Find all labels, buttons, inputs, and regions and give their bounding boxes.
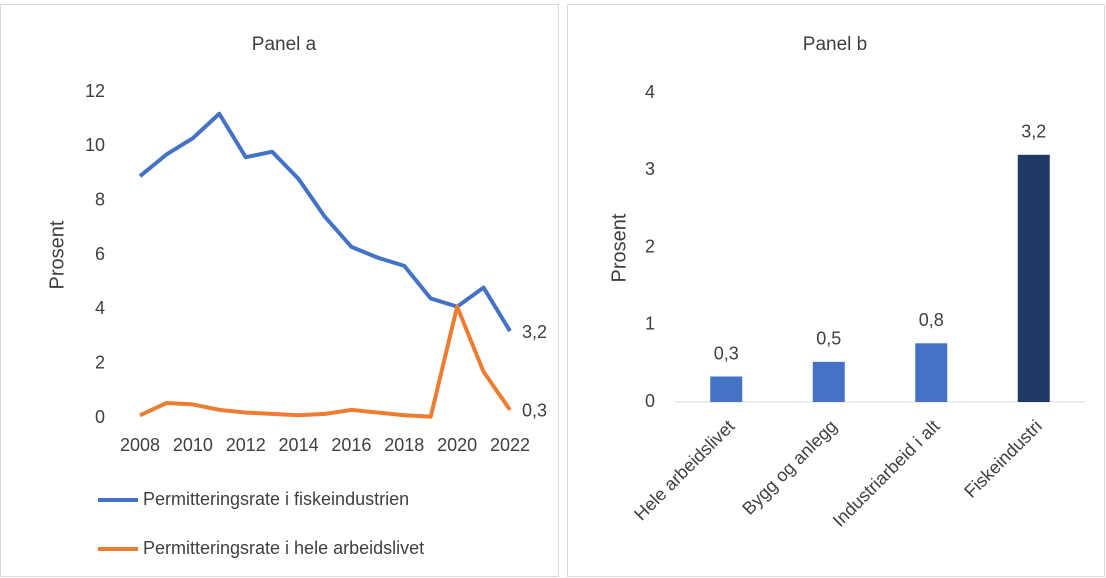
data-label: 0,3 xyxy=(714,343,739,363)
y-tick-label: 1 xyxy=(645,314,655,334)
y-tick-label: 4 xyxy=(95,298,105,318)
x-tick-label: 2014 xyxy=(279,435,319,455)
bar xyxy=(1017,154,1050,402)
y-tick-label: 3 xyxy=(645,159,655,179)
data-label: 0,5 xyxy=(816,329,841,349)
y-tick-label: 8 xyxy=(95,189,105,209)
line xyxy=(139,304,512,419)
y-axis-label: Prosent xyxy=(46,220,68,289)
data-label: 3,2 xyxy=(1021,122,1046,142)
legend-label: Permitteringsrate i fiskeindustrien xyxy=(143,489,409,509)
y-tick-label: 2 xyxy=(95,352,105,372)
x-tick-label: Fiskeindustri xyxy=(960,416,1046,502)
y-tick-label: 0 xyxy=(95,407,105,427)
x-tick-label: 2012 xyxy=(226,435,266,455)
y-axis-label: Prosent xyxy=(608,213,630,282)
chart-title: Panel a xyxy=(252,34,317,55)
panel-border xyxy=(0,4,559,577)
data-label: 0,3 xyxy=(522,401,547,421)
x-tick-label: Industriarbeid i alt xyxy=(829,416,944,531)
bar xyxy=(915,343,948,402)
bar xyxy=(812,361,845,402)
x-tick-label: 2008 xyxy=(120,435,160,455)
y-tick-label: 2 xyxy=(645,236,655,256)
y-tick-label: 6 xyxy=(95,244,105,264)
y-tick-label: 0 xyxy=(645,391,655,411)
chart-title: Panel b xyxy=(803,34,867,55)
legend-label: Permitteringsrate i hele arbeidslivet xyxy=(143,538,424,558)
line xyxy=(138,111,512,333)
x-tick-label: Hele arbeidslivet xyxy=(630,416,738,524)
y-tick-label: 10 xyxy=(85,135,105,155)
data-label: 3,2 xyxy=(522,322,547,342)
data-label: 0,8 xyxy=(919,310,944,330)
x-tick-label: 2020 xyxy=(437,435,477,455)
x-tick-label: 2018 xyxy=(384,435,424,455)
bar xyxy=(710,376,743,402)
x-tick-label: 2010 xyxy=(173,435,213,455)
panel-border xyxy=(567,4,1105,577)
x-tick-label: 2016 xyxy=(331,435,371,455)
x-tick-label: Bygg og anlegg xyxy=(738,416,841,519)
x-tick-label: 2022 xyxy=(490,435,530,455)
y-tick-label: 12 xyxy=(85,81,105,101)
y-tick-label: 4 xyxy=(645,82,655,102)
